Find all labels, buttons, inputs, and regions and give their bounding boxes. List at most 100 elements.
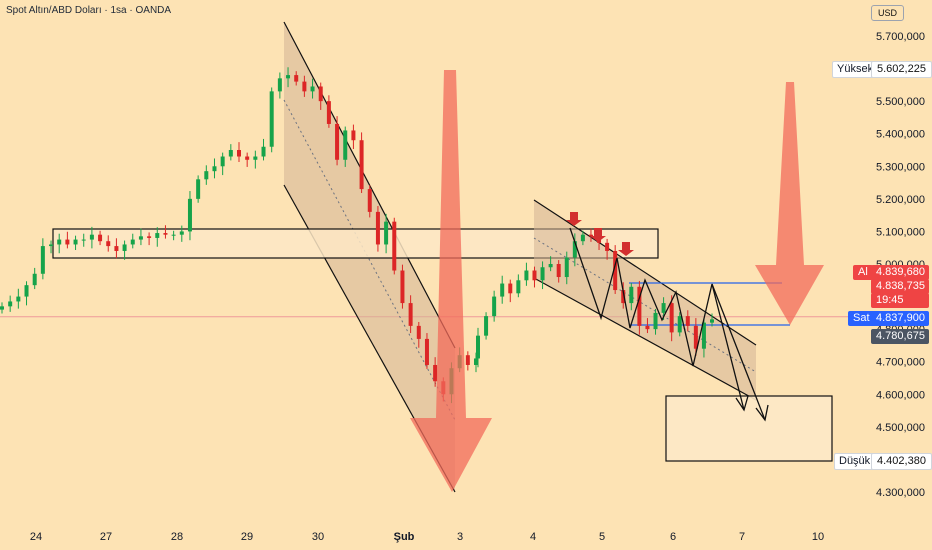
candle-body xyxy=(106,241,111,247)
candle-body xyxy=(588,234,593,237)
projection-arrowhead-2 xyxy=(755,404,769,422)
candle-body xyxy=(0,306,4,310)
arrow-layer xyxy=(410,70,824,492)
candle-body xyxy=(500,283,505,297)
channel-2-upper-line xyxy=(533,199,757,346)
candle-body xyxy=(302,81,307,92)
candle-body xyxy=(637,286,642,326)
currency-button[interactable]: USD xyxy=(871,5,905,21)
candle-body xyxy=(508,283,513,294)
time-tick-label: 24 xyxy=(30,531,42,543)
candle-body xyxy=(294,75,299,82)
sell-marker-2 xyxy=(590,228,606,242)
candle-body xyxy=(400,270,405,304)
high-value-badge: 5.602,225 xyxy=(871,61,932,78)
candle-body xyxy=(24,285,29,297)
zigzag-projection xyxy=(569,227,745,411)
candle-body xyxy=(138,236,143,240)
candle-body xyxy=(605,242,610,251)
candle-body xyxy=(629,286,634,304)
candle-body xyxy=(245,156,250,160)
price-tick-label: 5.200,000 xyxy=(876,194,925,206)
channel-2-lower-line xyxy=(533,277,757,401)
candle-body xyxy=(540,267,545,281)
candle-body xyxy=(220,156,225,167)
low-label-tag: Düşük xyxy=(834,453,876,470)
candle-body xyxy=(572,241,577,258)
candle-body xyxy=(318,86,323,102)
time-tick-label: 10 xyxy=(812,531,824,543)
candle-body xyxy=(57,239,62,245)
candle-body xyxy=(685,316,690,326)
annotation-layer xyxy=(0,21,868,493)
candle-body xyxy=(8,301,13,307)
candle-body xyxy=(710,319,714,323)
candle-body xyxy=(343,130,348,160)
price-tick-label: 5.500,000 xyxy=(876,96,925,108)
candle-body xyxy=(492,296,497,317)
channel-2-mid-line xyxy=(533,237,757,373)
time-tick-label: 4 xyxy=(530,531,536,543)
time-tick-label: 28 xyxy=(171,531,183,543)
candle-body xyxy=(40,246,45,274)
time-tick-label: 3 xyxy=(457,531,463,543)
candle-body xyxy=(286,75,291,79)
candle-body xyxy=(16,296,21,302)
candle-body xyxy=(532,270,537,281)
candle-body xyxy=(81,239,86,241)
candle-body xyxy=(179,231,184,235)
candle-body xyxy=(114,246,119,251)
candle-body xyxy=(147,236,152,238)
candle-body xyxy=(277,78,282,92)
candle-body xyxy=(392,221,397,271)
candle-body xyxy=(416,325,421,339)
candlestick-layer xyxy=(0,67,714,404)
ask-value-badge: 4.839,680 xyxy=(871,265,929,280)
price-tick-label: 5.100,000 xyxy=(876,226,925,238)
candle-body xyxy=(613,250,618,291)
candle-body xyxy=(212,166,217,172)
time-tick-label: 6 xyxy=(670,531,676,543)
candle-body xyxy=(130,239,135,245)
price-tick-label: 4.300,000 xyxy=(876,487,925,499)
countdown-badge: 19:45 xyxy=(871,293,929,308)
target-zone xyxy=(665,395,833,462)
candle-body xyxy=(32,273,37,286)
candle-body xyxy=(73,239,78,245)
price-tick-label: 5.400,000 xyxy=(876,129,925,141)
candle-body xyxy=(564,257,569,278)
time-tick-label: 7 xyxy=(739,531,745,543)
candle-body xyxy=(269,91,274,147)
candle-body xyxy=(653,312,658,330)
candle-body xyxy=(228,150,233,157)
sell-marker-1 xyxy=(566,212,582,226)
candle-body xyxy=(351,130,356,141)
candle-body xyxy=(163,233,168,235)
low-value-badge: 4.402,380 xyxy=(871,453,932,470)
candle-body xyxy=(580,234,585,242)
candle-body xyxy=(476,335,480,359)
candle-body xyxy=(253,156,258,160)
candle-body xyxy=(89,234,94,240)
candle-body xyxy=(122,244,127,251)
candle-body xyxy=(524,270,529,281)
candle-body xyxy=(171,234,176,236)
candle-body xyxy=(424,338,429,365)
candle-body xyxy=(49,244,54,247)
candle-body xyxy=(196,179,201,199)
candle-body xyxy=(621,290,626,304)
candle-body xyxy=(384,221,389,245)
candle-body xyxy=(645,325,650,330)
time-tick-label: 30 xyxy=(312,531,324,543)
channel-2-fill xyxy=(534,200,756,400)
candle-body xyxy=(701,322,706,349)
projection-arrowhead-1 xyxy=(735,395,749,412)
price-tick-label: 4.500,000 xyxy=(876,422,925,434)
candle-body xyxy=(516,280,521,294)
price-tick-label: 4.600,000 xyxy=(876,389,925,401)
price-tick-label: 4.700,000 xyxy=(876,357,925,369)
down-arrow-2 xyxy=(755,82,824,325)
channel-1-mid-line xyxy=(283,99,456,421)
